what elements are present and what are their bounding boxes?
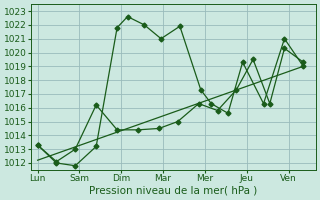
- X-axis label: Pression niveau de la mer( hPa ): Pression niveau de la mer( hPa ): [90, 186, 258, 196]
